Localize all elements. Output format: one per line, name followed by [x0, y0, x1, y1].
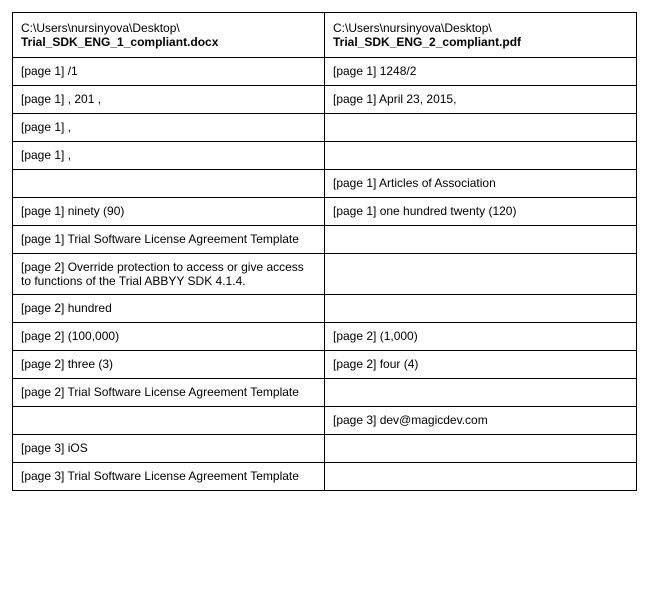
file-name: Trial_SDK_ENG_2_compliant.pdf	[333, 35, 521, 49]
table-row: [page 1] Trial Software License Agreemen…	[13, 226, 637, 254]
header-cell-right: C:\Users\nursinyova\Desktop\Trial_SDK_EN…	[325, 13, 637, 58]
table-cell-left: [page 1] ,	[13, 114, 325, 142]
table-cell-left: [page 3] iOS	[13, 435, 325, 463]
table-cell-left: [page 2] three (3)	[13, 351, 325, 379]
table-cell-left: [page 3] Trial Software License Agreemen…	[13, 463, 325, 491]
table-cell-right: [page 1] Articles of Association	[325, 170, 637, 198]
table-cell-left: [page 1] Trial Software License Agreemen…	[13, 226, 325, 254]
table-cell-right: [page 2] four (4)	[325, 351, 637, 379]
table-row: [page 1] Articles of Association	[13, 170, 637, 198]
table-cell-left: [page 1] ,	[13, 142, 325, 170]
table-cell-right	[325, 142, 637, 170]
table-row: [page 2] (100,000)[page 2] (1,000)	[13, 323, 637, 351]
table-cell-right: [page 1] April 23, 2015,	[325, 86, 637, 114]
table-row: [page 2] three (3)[page 2] four (4)	[13, 351, 637, 379]
table-row: [page 2] Trial Software License Agreemen…	[13, 379, 637, 407]
header-cell-left: C:\Users\nursinyova\Desktop\Trial_SDK_EN…	[13, 13, 325, 58]
table-row: [page 3] dev@magicdev.com	[13, 407, 637, 435]
table-row: [page 1] ,	[13, 114, 637, 142]
table-row: [page 3] Trial Software License Agreemen…	[13, 463, 637, 491]
file-name: Trial_SDK_ENG_1_compliant.docx	[21, 35, 218, 49]
table-cell-right	[325, 254, 637, 295]
table-cell-right: [page 3] dev@magicdev.com	[325, 407, 637, 435]
table-cell-right	[325, 295, 637, 323]
comparison-table: C:\Users\nursinyova\Desktop\Trial_SDK_EN…	[12, 12, 637, 491]
table-row: [page 1] ninety (90)[page 1] one hundred…	[13, 198, 637, 226]
table-cell-right	[325, 463, 637, 491]
table-cell-left: [page 2] hundred	[13, 295, 325, 323]
table-cell-right	[325, 226, 637, 254]
table-cell-left	[13, 407, 325, 435]
table-cell-left: [page 2] (100,000)	[13, 323, 325, 351]
table-cell-left: [page 2] Trial Software License Agreemen…	[13, 379, 325, 407]
table-row: [page 1] , 201 ,[page 1] April 23, 2015,	[13, 86, 637, 114]
table-header-row: C:\Users\nursinyova\Desktop\Trial_SDK_EN…	[13, 13, 637, 58]
file-path: C:\Users\nursinyova\Desktop\	[21, 21, 180, 35]
table-cell-left	[13, 170, 325, 198]
table-cell-right: [page 1] 1248/2	[325, 58, 637, 86]
table-cell-left: [page 1] , 201 ,	[13, 86, 325, 114]
table-row: [page 1] /1[page 1] 1248/2	[13, 58, 637, 86]
table-row: [page 2] Override protection to access o…	[13, 254, 637, 295]
table-cell-left: [page 2] Override protection to access o…	[13, 254, 325, 295]
table-cell-right	[325, 435, 637, 463]
table-cell-left: [page 1] /1	[13, 58, 325, 86]
table-cell-right: [page 2] (1,000)	[325, 323, 637, 351]
table-cell-right	[325, 114, 637, 142]
table-row: [page 2] hundred	[13, 295, 637, 323]
table-row: [page 1] ,	[13, 142, 637, 170]
table-cell-left: [page 1] ninety (90)	[13, 198, 325, 226]
table-row: [page 3] iOS	[13, 435, 637, 463]
file-path: C:\Users\nursinyova\Desktop\	[333, 21, 492, 35]
table-cell-right: [page 1] one hundred twenty (120)	[325, 198, 637, 226]
table-cell-right	[325, 379, 637, 407]
